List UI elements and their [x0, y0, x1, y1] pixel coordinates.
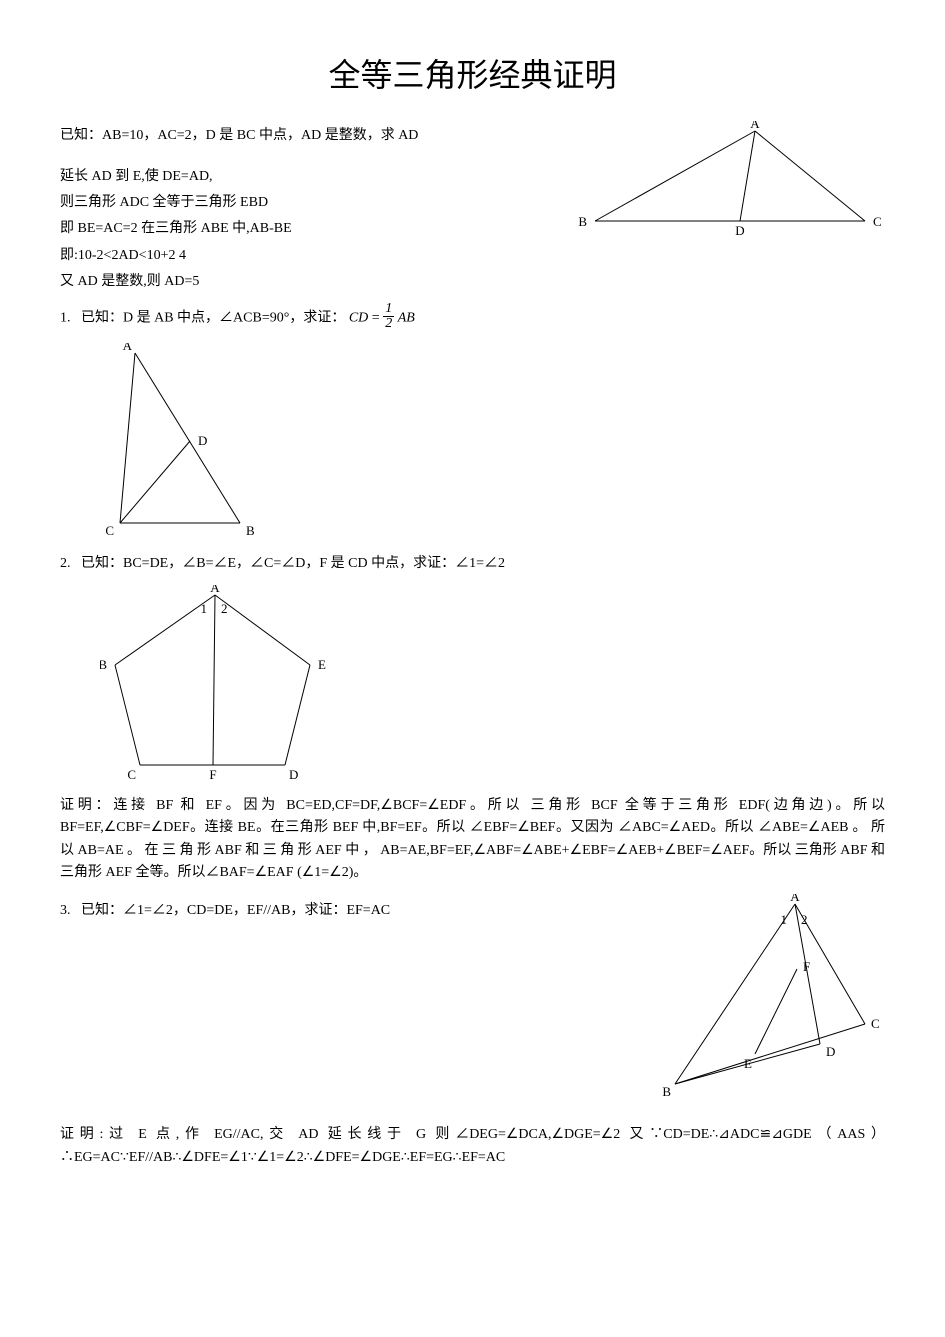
svg-text:B: B — [100, 657, 107, 672]
p0-l4: 即:10-2<2AD<10+2 4 — [60, 245, 575, 267]
frac-den: 2 — [383, 317, 394, 331]
figure-3: A B C D E F 12 — [655, 894, 885, 1104]
page-title: 全等三角形经典证明 — [60, 50, 885, 101]
p2-num: 2. — [60, 556, 71, 571]
svg-text:2: 2 — [801, 912, 808, 927]
p0-l5: 又 AD 是整数,则 AD=5 — [60, 271, 575, 293]
svg-text:D: D — [735, 223, 744, 238]
svg-text:D: D — [289, 767, 298, 782]
svg-text:C: C — [127, 767, 136, 782]
p3-line: 3. 已知：∠1=∠2，CD=DE，EF//AB，求证：EF=AC — [60, 900, 655, 922]
p0-l1: 延长 AD 到 E,使 DE=AD, — [60, 166, 575, 188]
p2-text: 已知：BC=DE，∠B=∠E，∠C=∠D，F 是 CD 中点，求证：∠1=∠2 — [81, 556, 505, 571]
svg-text:1: 1 — [781, 912, 788, 927]
p3-proof: 证明:过 E 点,作 EG//AC,交 AD 延长线于 G 则∠DEG=∠DCA… — [60, 1124, 885, 1169]
p3-text: 已知：∠1=∠2，CD=DE，EF//AB，求证：EF=AC — [81, 903, 390, 918]
svg-text:B: B — [578, 214, 587, 229]
svg-text:F: F — [803, 959, 810, 974]
svg-text:D: D — [198, 433, 207, 448]
svg-text:C: C — [871, 1016, 880, 1031]
p1-line: 1. 已知：D 是 AB 中点，∠ACB=90°，求证： CD = 1 2 AB — [60, 304, 885, 333]
p2-line: 2. 已知：BC=DE，∠B=∠E，∠C=∠D，F 是 CD 中点，求证：∠1=… — [60, 553, 885, 575]
frac-num: 1 — [383, 302, 394, 317]
p3-num: 3. — [60, 903, 71, 918]
figure-1: A B C D — [100, 343, 885, 543]
svg-text:A: A — [790, 894, 800, 904]
p2-proof: 证明：连接 BF 和 EF。因为 BC=ED,CF=DF,∠BCF=∠EDF。所… — [60, 795, 885, 885]
figure-0: A B C D — [575, 121, 885, 241]
svg-text:1: 1 — [201, 601, 208, 616]
svg-text:D: D — [826, 1044, 835, 1059]
svg-text:A: A — [210, 585, 220, 595]
figure-2: A B E C D F 12 — [100, 585, 885, 785]
svg-text:E: E — [744, 1056, 752, 1071]
svg-text:A: A — [123, 343, 133, 353]
svg-text:E: E — [318, 657, 326, 672]
p1-cd: CD — [349, 310, 368, 325]
svg-text:B: B — [662, 1084, 671, 1099]
fraction-half: 1 2 — [383, 302, 394, 331]
p0-l2: 则三角形 ADC 全等于三角形 EBD — [60, 192, 575, 214]
p0-given: 已知：AB=10，AC=2，D 是 BC 中点，AD 是整数，求 AD — [60, 125, 575, 147]
svg-text:2: 2 — [221, 601, 228, 616]
p1-num: 1. — [60, 310, 71, 325]
p1-eq: = — [372, 310, 383, 325]
p0-l3: 即 BE=AC=2 在三角形 ABE 中,AB-BE — [60, 218, 575, 240]
p1-ab: AB — [398, 310, 415, 325]
svg-text:C: C — [105, 523, 114, 538]
p1-text-a: 已知：D 是 AB 中点，∠ACB=90°，求证： — [81, 310, 345, 325]
svg-text:B: B — [246, 523, 255, 538]
svg-text:C: C — [873, 214, 882, 229]
svg-text:F: F — [209, 767, 216, 782]
svg-text:A: A — [750, 121, 760, 131]
